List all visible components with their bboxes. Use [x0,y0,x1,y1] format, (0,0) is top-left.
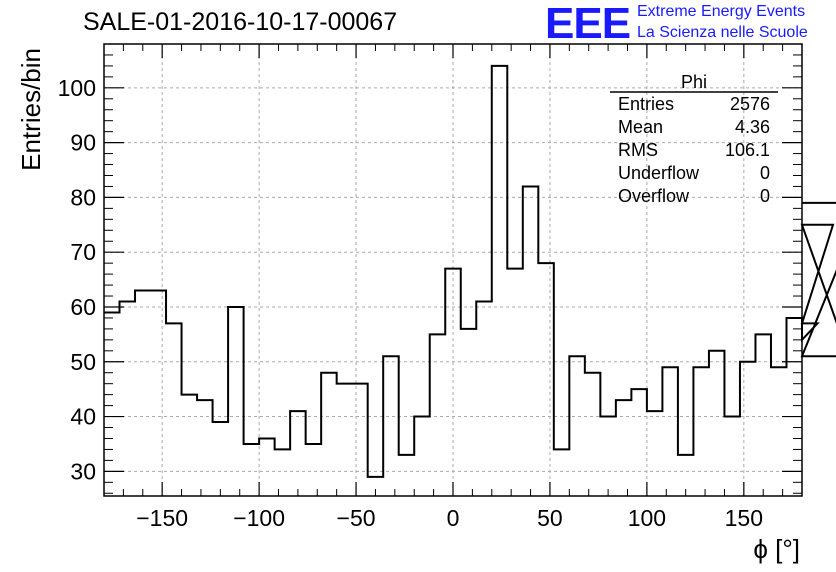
logo-mark: EEE [545,0,631,48]
stats-overflow-label: Overflow [618,186,690,206]
y-tick-label: 90 [70,130,96,156]
eee-logo: EEE [545,0,631,48]
stats-underflow-label: Underflow [618,163,700,183]
x-tick-label: −150 [136,505,188,531]
grid-lines [104,44,802,496]
x-tick-label: −50 [337,505,376,531]
x-tick-label: 100 [628,505,666,531]
stats-title: Phi [681,72,707,92]
logo-text-line2: La Scienza nelle Scuole [637,24,808,41]
stats-mean-label: Mean [618,117,663,137]
stats-box: Phi Entries 2576 Mean 4.36 RMS 106.1 Und… [610,72,778,206]
y-tick-labels: 30 40 50 60 70 80 90 100 [58,75,96,485]
x-tick-label: 50 [537,505,563,531]
stats-underflow-value: 0 [760,163,770,183]
x-tick-label: 150 [725,505,763,531]
y-tick-label: 40 [70,404,96,430]
y-tick-label: 50 [70,349,96,375]
stats-entries-value: 2576 [730,94,770,114]
stats-rms-label: RMS [618,140,658,160]
y-tick-label: 60 [70,294,96,320]
y-axis-label: Entries/bin [16,48,46,171]
y-tick-label: 70 [70,239,96,265]
stats-entries-label: Entries [618,94,674,114]
x-axis-label: ϕ [°] [753,534,800,564]
stats-overflow-value: 0 [760,186,770,206]
x-tick-label: −100 [233,505,285,531]
x-tick-label: 0 [447,505,460,531]
x-tick-labels: −150 −100 −50 0 50 100 150 [136,505,763,531]
stats-mean-value: 4.36 [735,117,770,137]
y-tick-label: 80 [70,184,96,210]
stats-rms-value: 106.1 [725,140,770,160]
page-title: SALE-01-2016-10-17-00067 [83,8,398,36]
y-tick-label: 30 [70,458,96,484]
logo-text-line1: Extreme Energy Events [637,3,806,20]
axis-ticks [104,44,802,496]
histogram-outline [104,64,836,478]
y-tick-label: 100 [58,75,96,101]
